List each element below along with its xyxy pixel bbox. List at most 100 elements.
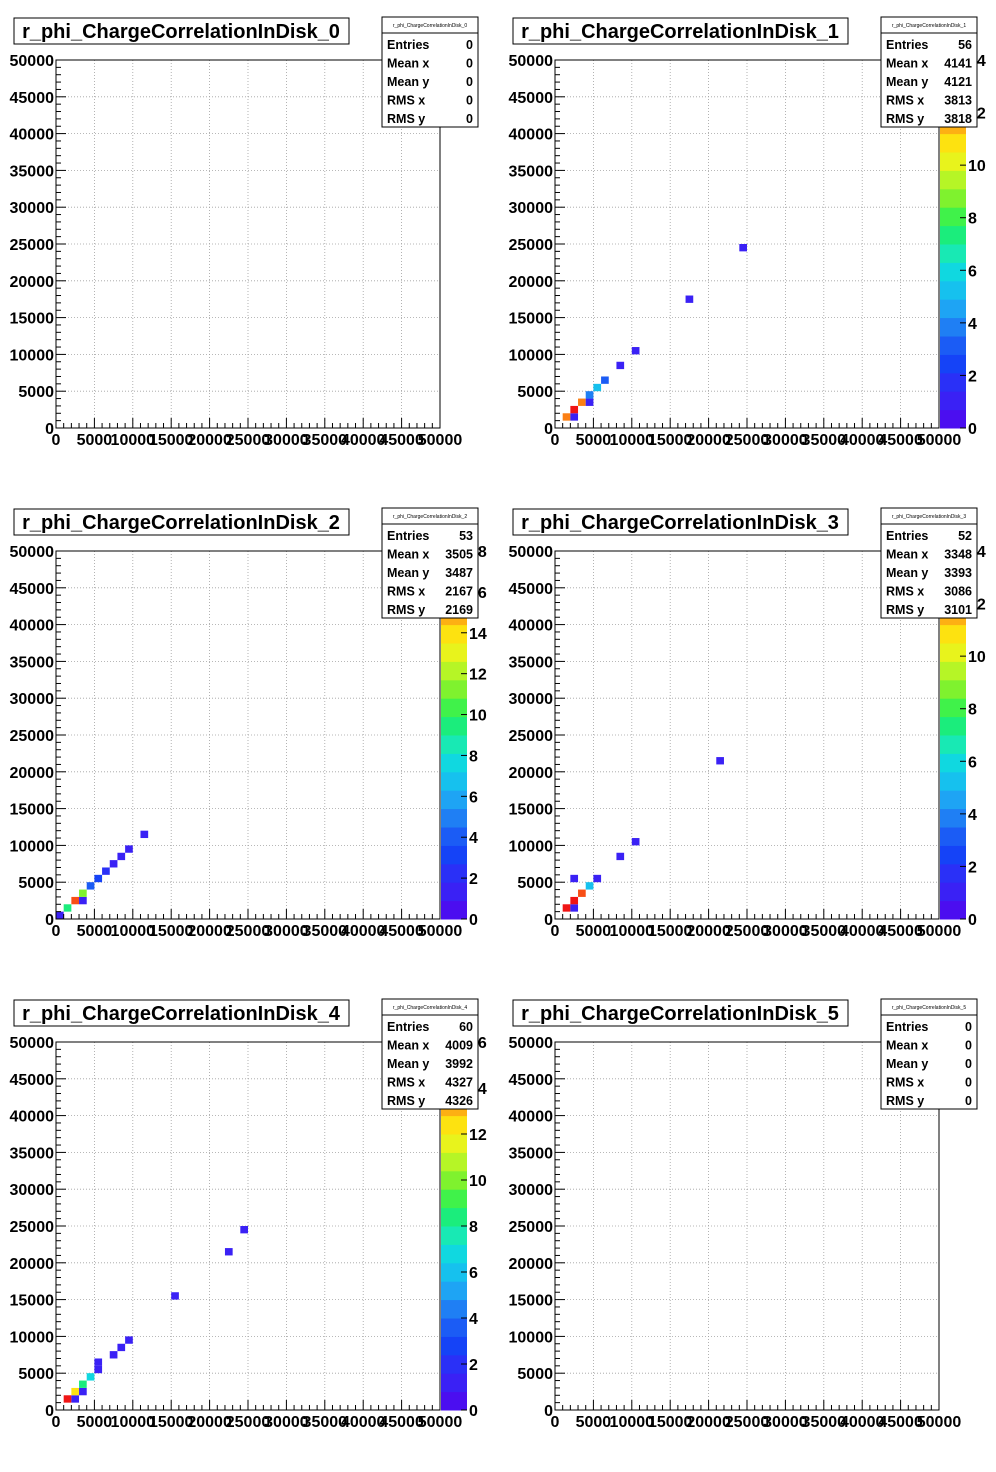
palette-swatch bbox=[441, 698, 467, 718]
stats-value: 4327 bbox=[445, 1076, 473, 1090]
palette-swatch bbox=[441, 1391, 467, 1411]
y-tick-label: 35000 bbox=[509, 1145, 554, 1162]
stats-label: Mean y bbox=[886, 566, 928, 580]
x-tick-label: 15000 bbox=[149, 432, 194, 449]
stats-label: Mean x bbox=[387, 57, 429, 71]
stats-label: Mean y bbox=[886, 75, 928, 89]
y-tick-label: 30000 bbox=[10, 691, 55, 708]
x-tick-label: 40000 bbox=[840, 1414, 885, 1431]
data-bin bbox=[685, 295, 694, 303]
stats-value: 60 bbox=[459, 1020, 473, 1034]
palette-swatch bbox=[441, 1170, 467, 1190]
stats-box bbox=[381, 16, 479, 128]
data-bin bbox=[570, 874, 579, 883]
stats-value: 56 bbox=[958, 38, 972, 52]
stats-box bbox=[880, 16, 978, 128]
y-tick-label: 35000 bbox=[10, 1145, 55, 1162]
plot-panel-0: r_phi_ChargeCorrelationInDisk_00 50001000… bbox=[10, 16, 479, 449]
stats-value: 52 bbox=[958, 529, 972, 543]
palette-swatch bbox=[940, 735, 966, 754]
stats-name: r_phi_ChargeCorrelationInDisk_4 bbox=[393, 1005, 467, 1011]
palette-swatch bbox=[441, 1299, 467, 1319]
y-tick-label: 45000 bbox=[509, 581, 554, 598]
x-tick-label: 15000 bbox=[648, 432, 693, 449]
data-bin bbox=[570, 904, 579, 912]
stats-value: 3992 bbox=[445, 1057, 473, 1071]
y-tick-label: 20000 bbox=[509, 1256, 554, 1273]
data-bin bbox=[631, 838, 640, 846]
data-bin bbox=[616, 852, 625, 861]
x-tick-label: 0 bbox=[551, 923, 560, 940]
y-tick-label: 20000 bbox=[10, 1256, 55, 1273]
palette-swatch bbox=[441, 716, 467, 736]
palette-swatch bbox=[441, 1336, 467, 1356]
y-tick-label: 15000 bbox=[10, 311, 55, 328]
z-tick-label: 2 bbox=[968, 368, 977, 385]
palette-swatch bbox=[940, 882, 966, 902]
x-tick-label: 20000 bbox=[686, 432, 731, 449]
palette-swatch bbox=[940, 336, 966, 355]
stats-value: 3487 bbox=[445, 566, 473, 580]
y-tick-label: 10000 bbox=[509, 347, 554, 364]
palette-swatch bbox=[940, 354, 966, 374]
x-tick-label: 35000 bbox=[303, 1414, 348, 1431]
z-tick-label: 6 bbox=[968, 263, 977, 280]
x-tick-label: 20000 bbox=[686, 1414, 731, 1431]
stats-label: RMS y bbox=[886, 112, 924, 126]
data-bin bbox=[109, 1351, 118, 1359]
z-tick-label: 2 bbox=[469, 1357, 478, 1374]
x-tick-label: 35000 bbox=[802, 923, 847, 940]
palette-swatch bbox=[441, 827, 467, 846]
y-tick-label: 45000 bbox=[10, 1072, 55, 1089]
z-tick-label: 4 bbox=[469, 1311, 478, 1328]
data-bin bbox=[94, 1365, 103, 1374]
y-tick-label: 45000 bbox=[10, 581, 55, 598]
stats-box bbox=[381, 998, 479, 1110]
stats-value: 4121 bbox=[944, 75, 972, 89]
z-tick-label: 8 bbox=[968, 702, 977, 719]
z-tick-label: 8 bbox=[469, 748, 478, 765]
y-tick-label: 30000 bbox=[509, 691, 554, 708]
y-tick-label: 30000 bbox=[10, 1182, 55, 1199]
plot-panel-4: r_phi_ChargeCorrelationInDisk_40 50001000… bbox=[10, 998, 487, 1431]
z-tick-label: 6 bbox=[469, 1265, 478, 1282]
x-tick-label: 30000 bbox=[264, 1414, 309, 1431]
z-tick-label: 12 bbox=[469, 1127, 487, 1144]
y-tick-label: 5000 bbox=[18, 875, 54, 892]
x-tick-label: 25000 bbox=[226, 1414, 271, 1431]
data-bin bbox=[601, 376, 609, 384]
palette-swatch bbox=[441, 1226, 467, 1245]
z-tick-label: 2 bbox=[469, 871, 478, 888]
stats-name: r_phi_ChargeCorrelationInDisk_2 bbox=[393, 514, 467, 520]
panel-title: r_phi_ChargeCorrelationInDisk_2 bbox=[22, 512, 340, 534]
y-tick-label: 50000 bbox=[509, 1035, 554, 1052]
x-tick-label: 10000 bbox=[610, 432, 655, 449]
y-tick-label: 30000 bbox=[10, 200, 55, 217]
z-tick-label: 6 bbox=[469, 789, 478, 806]
y-tick-label: 5000 bbox=[18, 1366, 54, 1383]
data-bin bbox=[117, 1343, 126, 1352]
stats-label: Entries bbox=[886, 529, 928, 543]
stats-value: 53 bbox=[459, 529, 473, 543]
palette-swatch bbox=[441, 1152, 467, 1172]
z-tick-label: 10 bbox=[968, 158, 986, 175]
stats-value: 0 bbox=[466, 112, 473, 126]
y-tick-label: 25000 bbox=[509, 237, 554, 254]
y-tick-label: 0 bbox=[544, 421, 553, 438]
palette-swatch bbox=[441, 900, 467, 920]
x-tick-label: 20000 bbox=[187, 923, 232, 940]
stats-name: r_phi_ChargeCorrelationInDisk_5 bbox=[892, 1005, 966, 1011]
stats-label: RMS x bbox=[387, 1076, 425, 1090]
z-tick-label: 0 bbox=[469, 912, 478, 929]
data-bin bbox=[94, 874, 103, 883]
stats-value: 0 bbox=[965, 1039, 972, 1053]
data-bin bbox=[102, 867, 110, 875]
palette-swatch bbox=[940, 771, 966, 791]
x-tick-label: 35000 bbox=[303, 923, 348, 940]
stats-value: 0 bbox=[965, 1076, 972, 1090]
palette-swatch bbox=[940, 317, 966, 337]
palette-swatch bbox=[441, 1207, 467, 1227]
x-tick-label: 0 bbox=[52, 923, 61, 940]
stats-value: 3813 bbox=[944, 94, 972, 108]
